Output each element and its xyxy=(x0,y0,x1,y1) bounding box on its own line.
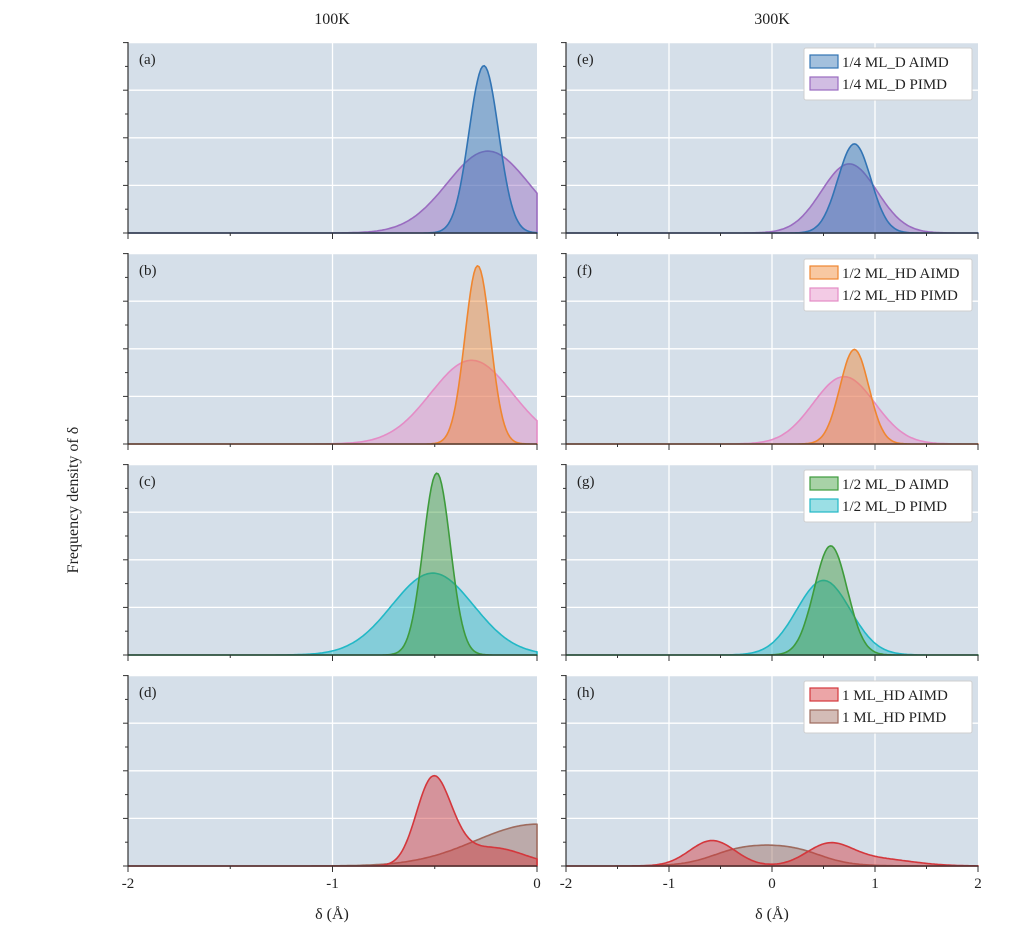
panel-label: (g) xyxy=(577,474,595,490)
legend-label: 1/2 ML_HD PIMD xyxy=(842,288,958,304)
panel-label: (a) xyxy=(139,52,156,68)
legend-label: 1 ML_HD PIMD xyxy=(842,710,946,726)
x-tick-label: -1 xyxy=(326,876,339,892)
panel-a: (a) xyxy=(123,41,538,239)
legend-swatch xyxy=(809,54,839,69)
legend-box xyxy=(803,258,973,312)
panel-label: (b) xyxy=(139,263,157,279)
panel-label: (f) xyxy=(577,263,592,279)
panel-label: (d) xyxy=(139,685,157,701)
y-axis-label: Frequency density of δ xyxy=(65,427,82,574)
column-title-300k: 300K xyxy=(754,11,790,28)
legend-label: 1/4 ML_D AIMD xyxy=(842,55,949,71)
column-title-100k: 100K xyxy=(314,11,350,28)
x-axis-label-left: δ (Å) xyxy=(315,905,349,923)
panels: (a) (b) (c) -2 -1 0 (d) (e) 1/4 ML_D AIMD 1/4 ML_… xyxy=(122,41,982,892)
legend-swatch xyxy=(809,687,839,702)
x-axis-label-right: δ (Å) xyxy=(755,905,789,923)
legend-box xyxy=(803,680,973,734)
panel-label: (e) xyxy=(577,52,594,68)
x-tick-label: -2 xyxy=(122,876,135,892)
legend-label: 1/2 ML_D AIMD xyxy=(842,477,949,493)
legend-label: 1/4 ML_D PIMD xyxy=(842,77,947,93)
legend-box xyxy=(803,47,973,101)
panel-g: (g) 1/2 ML_D AIMD 1/2 ML_D PIMD xyxy=(561,463,979,661)
x-tick-label: 0 xyxy=(768,876,776,892)
legend-label: 1 ML_HD AIMD xyxy=(842,688,948,704)
x-tick-label: 1 xyxy=(871,876,879,892)
legend-label: 1/2 ML_D PIMD xyxy=(842,499,947,515)
legend-swatch xyxy=(809,709,839,724)
panel-label: (h) xyxy=(577,685,595,701)
legend-swatch xyxy=(809,287,839,302)
panel-d: -2 -1 0 (d) xyxy=(122,674,541,892)
legend-swatch xyxy=(809,476,839,491)
legend-box xyxy=(803,469,973,523)
x-tick-label: 2 xyxy=(974,876,982,892)
legend-label: 1/2 ML_HD AIMD xyxy=(842,266,960,282)
panel-h: -2 -1 0 1 2 (h) 1 ML_HD AIMD 1 ML_HD PIMD xyxy=(560,674,982,892)
panel-label: (c) xyxy=(139,474,156,490)
panel-e: (e) 1/4 ML_D AIMD 1/4 ML_D PIMD xyxy=(561,41,979,239)
legend-swatch xyxy=(809,498,839,513)
x-tick-label: -2 xyxy=(560,876,573,892)
x-tick-label: -1 xyxy=(663,876,676,892)
panel-f: (f) 1/2 ML_HD AIMD 1/2 ML_HD PIMD xyxy=(561,252,979,450)
panel-c: (c) xyxy=(123,463,538,661)
legend-swatch xyxy=(809,76,839,91)
x-tick-label: 0 xyxy=(533,876,541,892)
panel-b: (b) xyxy=(123,252,538,450)
legend-swatch xyxy=(809,265,839,280)
